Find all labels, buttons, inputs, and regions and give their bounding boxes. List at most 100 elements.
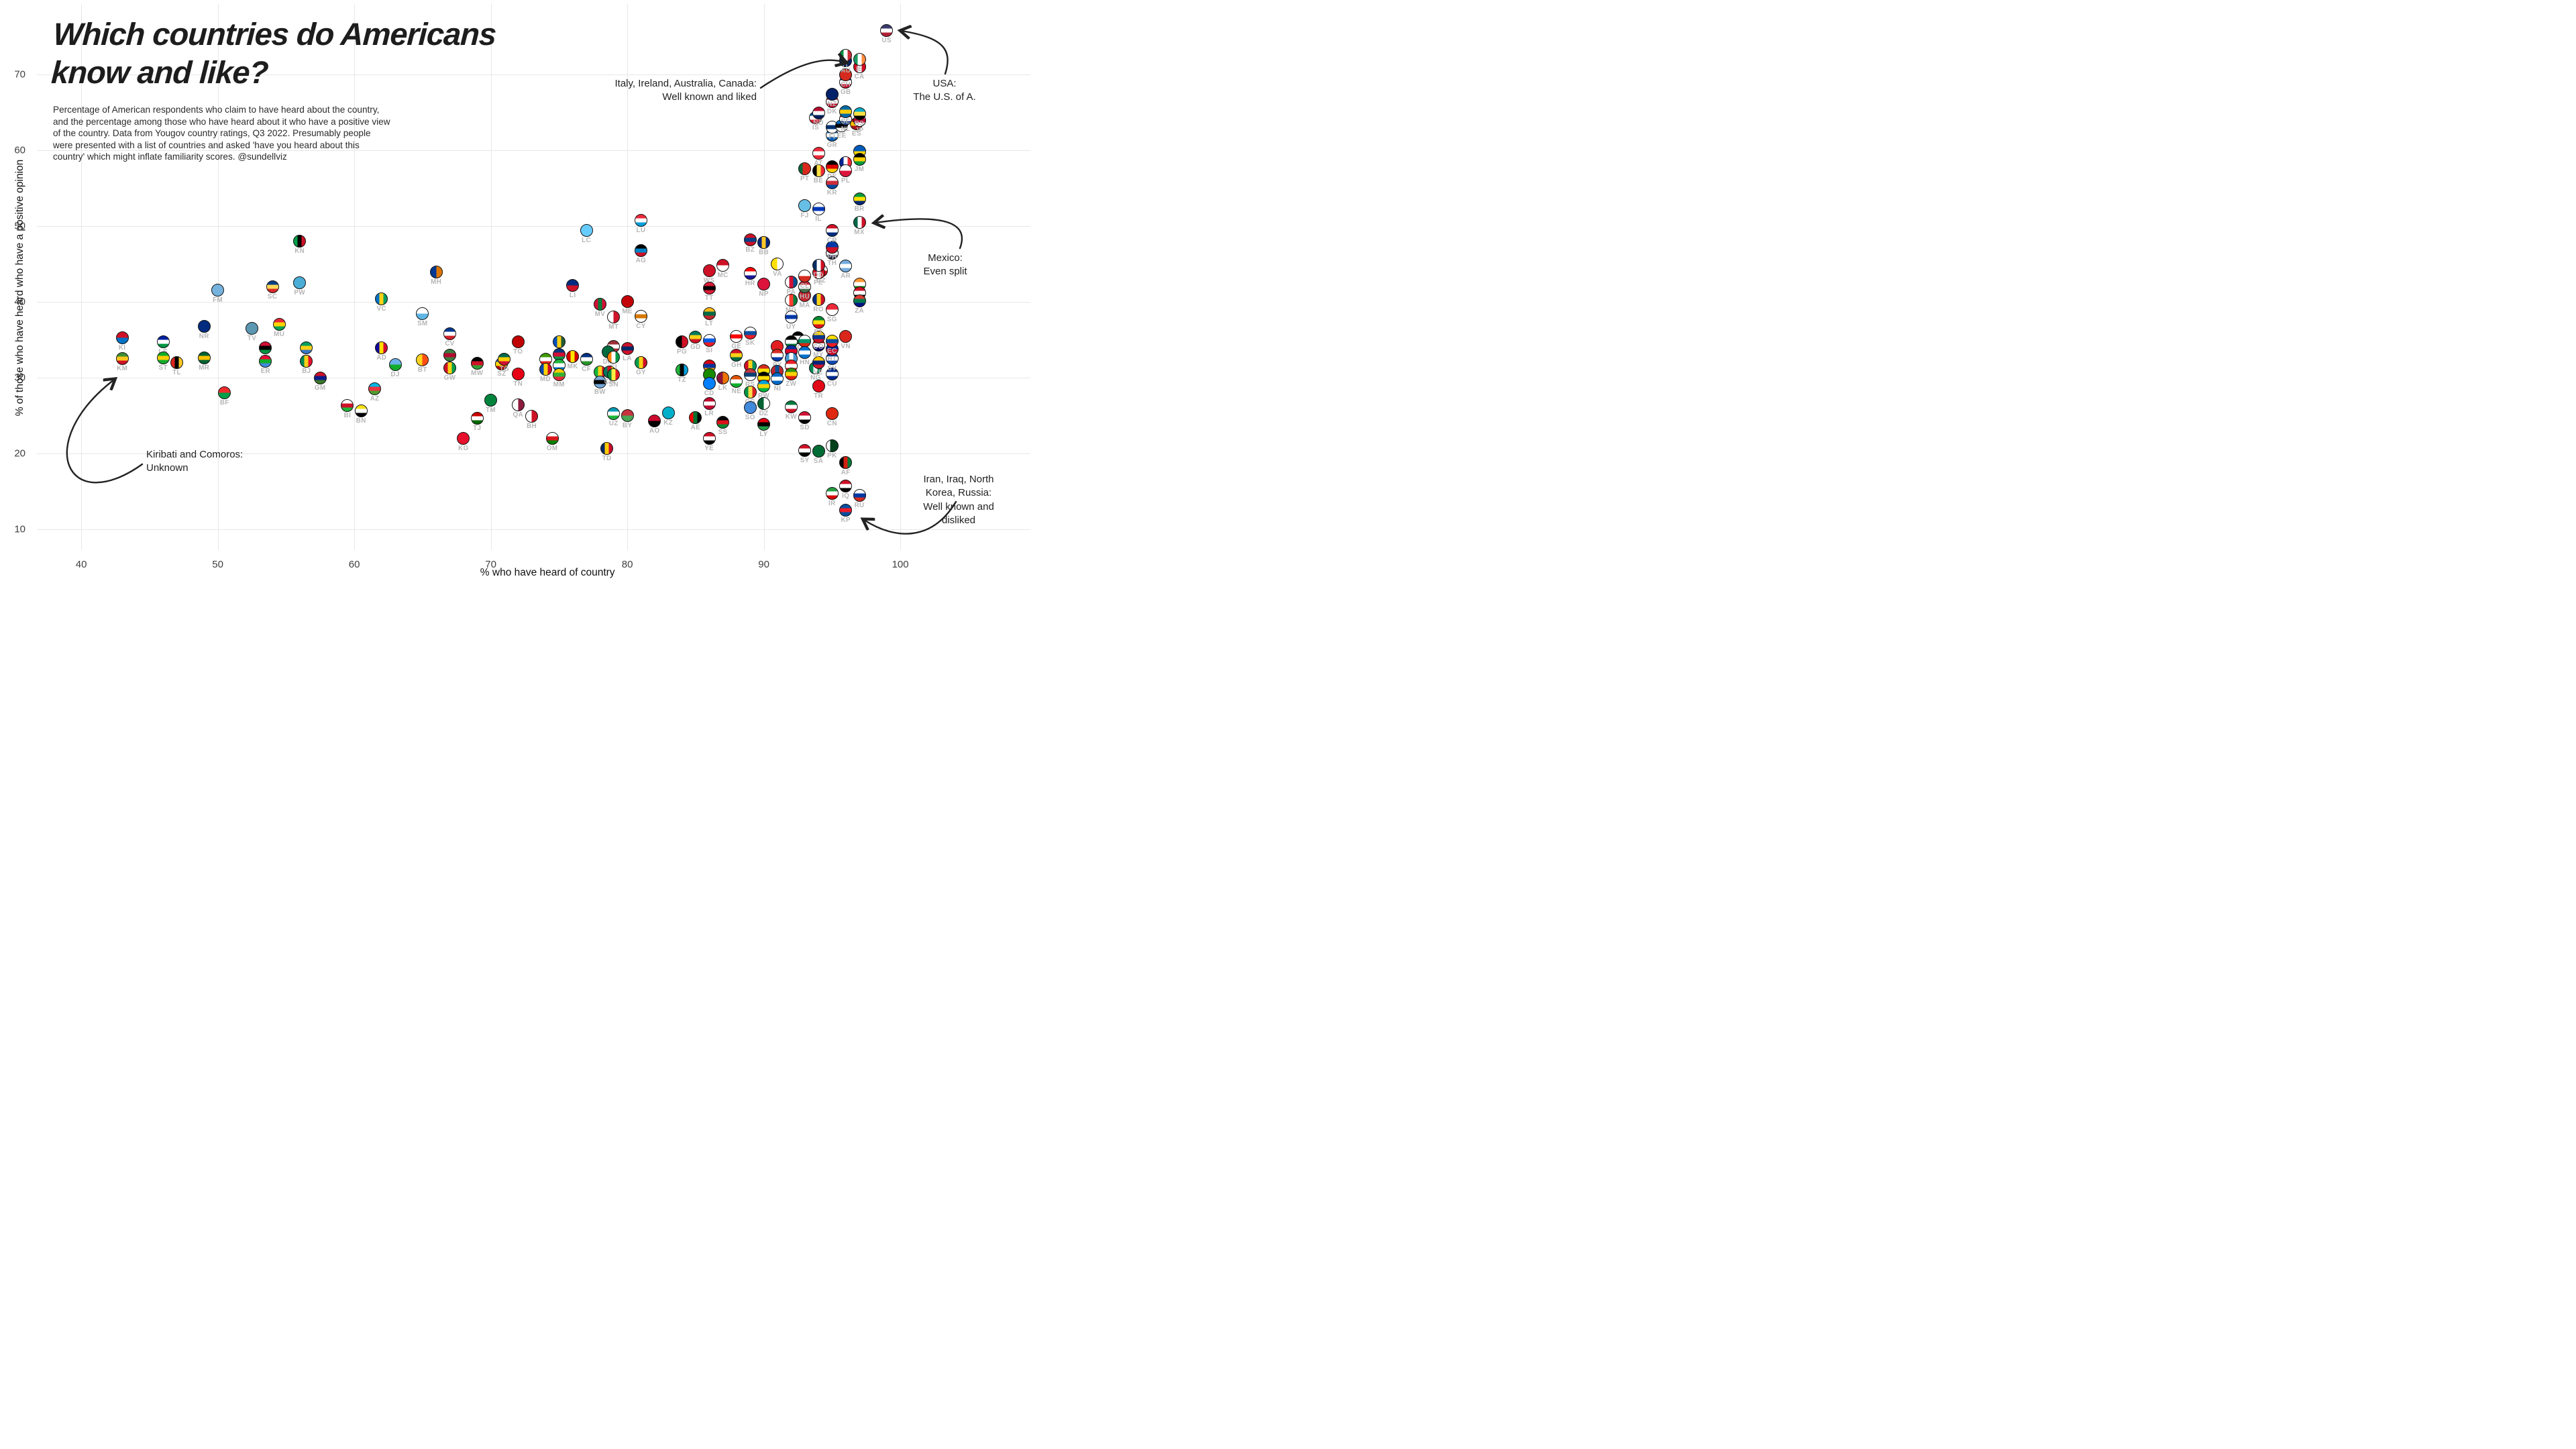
country-point-BJ: BJ xyxy=(300,355,313,375)
country-code-label-ZW: ZW xyxy=(786,380,797,388)
country-code-label-PA: PA xyxy=(786,288,796,296)
country-code-label-EC: EC xyxy=(827,347,837,355)
country-point-KI: KI xyxy=(115,331,129,352)
country-point-KZ: KZ xyxy=(661,407,675,427)
country-code-label-SY: SY xyxy=(800,456,810,464)
country-point-PG: PG xyxy=(676,335,688,356)
country-point-IL: IL xyxy=(812,203,825,223)
country-code-label-ER: ER xyxy=(260,368,271,376)
country-point-KP: KP xyxy=(839,503,853,524)
country-point-HN: HN xyxy=(798,345,812,366)
country-point-BB: BB xyxy=(757,236,771,256)
country-point-DO: DO xyxy=(812,258,825,279)
country-point-CY: CY xyxy=(634,309,647,330)
y-tick-70: 70 xyxy=(14,68,25,80)
country-point-MW: MW xyxy=(470,356,484,377)
country-code-label-BW: BW xyxy=(594,388,606,396)
country-code-label-IR: IR xyxy=(828,500,836,508)
country-point-CN: CN xyxy=(825,407,839,427)
gridline-y-70 xyxy=(37,74,1030,75)
country-point-NO: NO xyxy=(812,106,825,127)
y-tick-40: 40 xyxy=(14,296,25,308)
country-code-label-CN: CN xyxy=(826,420,837,428)
country-point-JM: JM xyxy=(853,152,866,173)
country-point-AD: AD xyxy=(375,341,388,362)
country-code-label-AO: AO xyxy=(649,427,660,435)
country-point-BT: BT xyxy=(416,354,429,374)
country-point-EC: EC xyxy=(825,334,839,355)
country-point-AE: AE xyxy=(689,411,702,431)
country-code-label-QA: QA xyxy=(513,411,524,419)
country-code-label-NE: NE xyxy=(731,387,742,395)
country-point-GW: GW xyxy=(443,361,457,382)
country-point-KN: KN xyxy=(293,234,307,255)
country-point-ET: ET xyxy=(812,315,825,336)
country-code-label-FI: FI xyxy=(828,133,836,142)
country-point-TT: TT xyxy=(702,281,716,302)
country-code-label-DK: DK xyxy=(826,107,837,115)
country-code-label-CZ: CZ xyxy=(816,276,826,284)
x-axis-label: % who have heard of country xyxy=(480,567,615,578)
country-code-label-CM: CM xyxy=(604,378,615,386)
country-code-label-RU: RU xyxy=(854,502,865,510)
country-code-label-SN: SN xyxy=(608,380,619,388)
country-point-DJ: DJ xyxy=(388,358,402,378)
country-code-label-LT: LT xyxy=(705,320,714,328)
country-code-label-KG: KG xyxy=(458,444,469,452)
country-code-label-FM: FM xyxy=(213,297,223,305)
country-point-TO: TO xyxy=(511,335,525,356)
country-point-LK: LK xyxy=(716,372,730,392)
country-point-TD: TD xyxy=(600,442,614,462)
country-point-BE: BE xyxy=(812,164,825,184)
country-point-LS: LS xyxy=(156,335,170,356)
country-code-label-EE: EE xyxy=(837,132,847,140)
gridline-y-20 xyxy=(37,453,1030,454)
gridline-x-50 xyxy=(217,4,219,550)
country-code-label-ST: ST xyxy=(158,364,168,372)
chart-canvas: 40 50 60 70 80 90 100 10 20 30 40 50 60 70 KI KM LS ST T… xyxy=(0,0,1033,581)
y-tick-60: 60 xyxy=(14,144,25,156)
country-code-label-CH: CH xyxy=(841,81,851,89)
country-code-label-MT: MT xyxy=(608,323,619,331)
country-code-label-IE: IE xyxy=(856,65,863,73)
country-code-label-TV: TV xyxy=(247,334,257,342)
annotation-arrow-usa xyxy=(902,31,949,75)
annotation-arrow-mexico xyxy=(875,219,963,250)
country-point-IE: IE xyxy=(853,52,866,73)
country-code-label-US: US xyxy=(881,36,892,44)
country-point-VU: VU xyxy=(259,341,272,362)
country-code-label-LY: LY xyxy=(759,431,768,439)
country-point-MH: MH xyxy=(429,266,443,286)
country-code-label-TL: TL xyxy=(172,368,181,376)
country-point-TZ: TZ xyxy=(676,363,688,384)
country-code-label-LC: LC xyxy=(582,236,591,244)
country-point-BF: BF xyxy=(218,386,231,407)
country-point-DE: DE xyxy=(825,160,839,180)
country-code-label-KR: KR xyxy=(826,189,837,197)
country-point-GH: GH xyxy=(730,349,743,369)
country-code-label-SE: SE xyxy=(841,117,851,125)
country-code-label-KP: KP xyxy=(841,516,851,524)
country-point-AT: AT xyxy=(812,146,825,167)
country-code-label-BI: BI xyxy=(343,412,352,419)
country-point-LT: LT xyxy=(702,307,716,327)
country-code-label-GW: GW xyxy=(443,374,456,382)
country-point-UY: UY xyxy=(784,310,798,331)
country-code-label-CR: CR xyxy=(826,236,837,244)
country-point-TJ: TJ xyxy=(470,412,484,432)
country-code-label-BJ: BJ xyxy=(302,368,311,376)
country-point-BH: BH xyxy=(525,409,539,430)
gridline-x-70 xyxy=(490,4,492,550)
country-code-label-KW: KW xyxy=(785,413,797,421)
country-point-HR: HR xyxy=(743,267,757,287)
country-point-LU: LU xyxy=(634,214,647,234)
country-code-label-VC: VC xyxy=(376,305,387,313)
country-point-NZ: NZ xyxy=(825,87,839,108)
country-point-LC: LC xyxy=(580,223,593,244)
country-code-label-DJ: DJ xyxy=(390,370,400,378)
country-point-US: US xyxy=(880,23,894,44)
country-code-label-PK: PK xyxy=(827,451,837,460)
country-point-PW: PW xyxy=(293,276,307,297)
country-code-label-SC: SC xyxy=(267,292,278,301)
country-code-label-GR: GR xyxy=(826,141,838,149)
